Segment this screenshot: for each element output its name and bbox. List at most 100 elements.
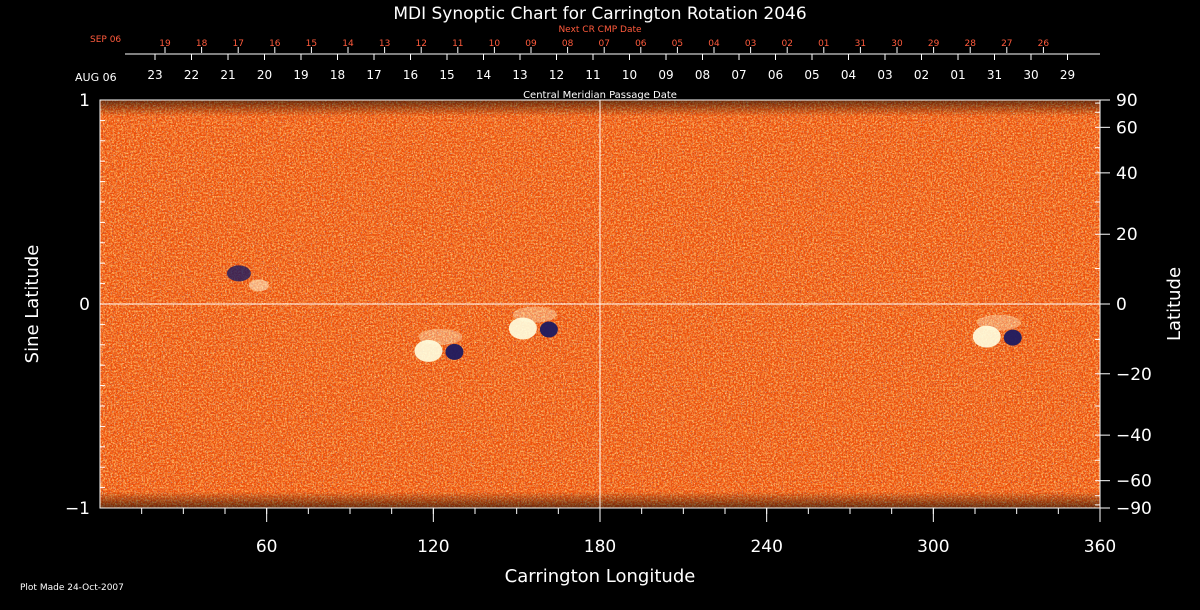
y-axis-right: 90 60 40 20 0 −20 −40 −60 −90 (1095, 91, 1152, 519)
positive-polarity-patch (508, 317, 537, 340)
next-date-label: 28 (964, 39, 976, 49)
next-date-label: 12 (415, 39, 426, 49)
cmp-date-label: 07 (731, 68, 746, 82)
plage-patch (512, 306, 557, 323)
cmp-date-label: 21 (220, 68, 235, 82)
cmp-axis-label: Central Meridian Passage Date (523, 90, 677, 101)
negative-polarity-patch (539, 321, 558, 338)
cmp-date-label: 04 (841, 68, 856, 82)
chart-title: MDI Synoptic Chart for Carrington Rotati… (393, 4, 806, 24)
y-axis-left-label: Sine Latitude (22, 245, 43, 364)
x-tick-label: 240 (750, 537, 782, 557)
next-date-label: 18 (196, 39, 208, 49)
cmp-date-label: 17 (366, 68, 381, 82)
cmp-date-label: 15 (439, 68, 454, 82)
cmp-date-label: 23 (147, 68, 162, 82)
y-right-tick-label: −40 (1116, 426, 1152, 446)
y-right-tick-label: −20 (1116, 365, 1152, 385)
region-main-bipole (414, 328, 464, 362)
negative-polarity-patch (226, 265, 251, 282)
cmp-date-label: 29 (1060, 68, 1075, 82)
cmp-date-label: 01 (950, 68, 965, 82)
y-right-tick-label: 40 (1116, 164, 1138, 184)
next-date-label: 04 (708, 39, 720, 49)
center-grid-lines (100, 100, 1100, 508)
next-date-label: 08 (562, 39, 574, 49)
cmp-date-label: 18 (330, 68, 345, 82)
next-date-label: 02 (781, 39, 792, 49)
negative-polarity-patch (445, 343, 464, 360)
next-cmp-start-label: SEP 06 (90, 35, 121, 45)
positive-polarity-patch (248, 279, 269, 292)
plage-patch (976, 314, 1021, 331)
cmp-date-label: 20 (257, 68, 272, 82)
next-date-label: 27 (1001, 39, 1012, 49)
y-left-tick-label: −1 (65, 499, 90, 519)
next-cmp-axis: 19 18 17 16 15 14 13 12 11 10 09 08 07 06 05 04 03 02 01 31… (159, 39, 1050, 53)
cmp-date-label: 05 (804, 68, 819, 82)
cmp-date-label: 11 (585, 68, 600, 82)
y-left-tick-label: 0 (79, 295, 90, 315)
cmp-date-label: 14 (476, 68, 491, 82)
next-date-label: 11 (452, 39, 463, 49)
region-far-east-region (972, 314, 1022, 348)
y-right-tick-label: 60 (1116, 118, 1138, 138)
next-date-label: 19 (159, 39, 171, 49)
x-tick-label: 120 (417, 537, 449, 557)
y-left-tick-label: 1 (79, 91, 90, 111)
x-tick-label: 360 (1084, 537, 1116, 557)
next-date-label: 17 (232, 39, 243, 49)
next-date-label: 16 (269, 39, 281, 49)
cmp-date-axis: 23 22 21 20 19 18 17 16 15 14 13 12 11 10 09 08 07 06 05 04… (125, 53, 1100, 82)
cmp-date-label: 06 (768, 68, 783, 82)
cmp-date-label: 12 (549, 68, 564, 82)
y-right-tick-label: −90 (1116, 499, 1152, 519)
cmp-date-label: 19 (293, 68, 308, 82)
next-date-label: 09 (525, 39, 537, 49)
x-tick-label: 300 (917, 537, 949, 557)
next-cmp-axis-label: Next CR CMP Date (558, 25, 642, 35)
plage-patch (418, 328, 463, 345)
y-right-tick-label: 0 (1116, 295, 1127, 315)
active-regions (226, 265, 1022, 362)
next-date-label: 26 (1038, 39, 1050, 49)
positive-polarity-patch (972, 325, 1001, 348)
y-axis-left: 1 0 −1 (65, 91, 112, 519)
cmp-date-label: 31 (987, 68, 1002, 82)
y-right-tick-label: 90 (1116, 91, 1138, 111)
next-date-label: 30 (891, 39, 903, 49)
cmp-date-label: 30 (1023, 68, 1038, 82)
cmp-date-label: 22 (184, 68, 199, 82)
next-date-label: 05 (672, 39, 683, 49)
plot-made-note: Plot Made 24-Oct-2007 (20, 583, 124, 593)
cmp-date-label: 02 (914, 68, 929, 82)
region-north-west-spot (226, 265, 269, 292)
next-date-label: 10 (489, 39, 501, 49)
y-right-tick-label: 20 (1116, 225, 1138, 245)
region-east-bipole (508, 306, 558, 340)
negative-polarity-patch (1003, 329, 1022, 346)
cmp-date-label: 13 (512, 68, 527, 82)
cmp-date-label: 08 (695, 68, 710, 82)
next-date-label: 07 (598, 39, 609, 49)
cmp-date-label: 03 (877, 68, 892, 82)
next-date-label: 14 (342, 39, 354, 49)
cmp-date-label: 09 (658, 68, 673, 82)
y-axis-right-label: Latitude (1164, 267, 1185, 341)
x-axis: 60 120 180 240 300 360 (141, 508, 1116, 557)
next-date-label: 01 (818, 39, 829, 49)
x-tick-label: 180 (584, 537, 616, 557)
next-date-label: 13 (379, 39, 390, 49)
x-axis-label: Carrington Longitude (505, 566, 696, 587)
next-date-label: 29 (928, 39, 940, 49)
y-right-tick-label: −60 (1116, 472, 1152, 492)
next-date-label: 03 (745, 39, 756, 49)
x-tick-label: 60 (256, 537, 278, 557)
cmp-start-label: AUG 06 (75, 71, 117, 84)
cmp-date-label: 16 (403, 68, 418, 82)
positive-polarity-patch (414, 339, 443, 362)
next-date-label: 15 (306, 39, 317, 49)
next-date-label: 31 (855, 39, 866, 49)
next-date-label: 06 (635, 39, 647, 49)
